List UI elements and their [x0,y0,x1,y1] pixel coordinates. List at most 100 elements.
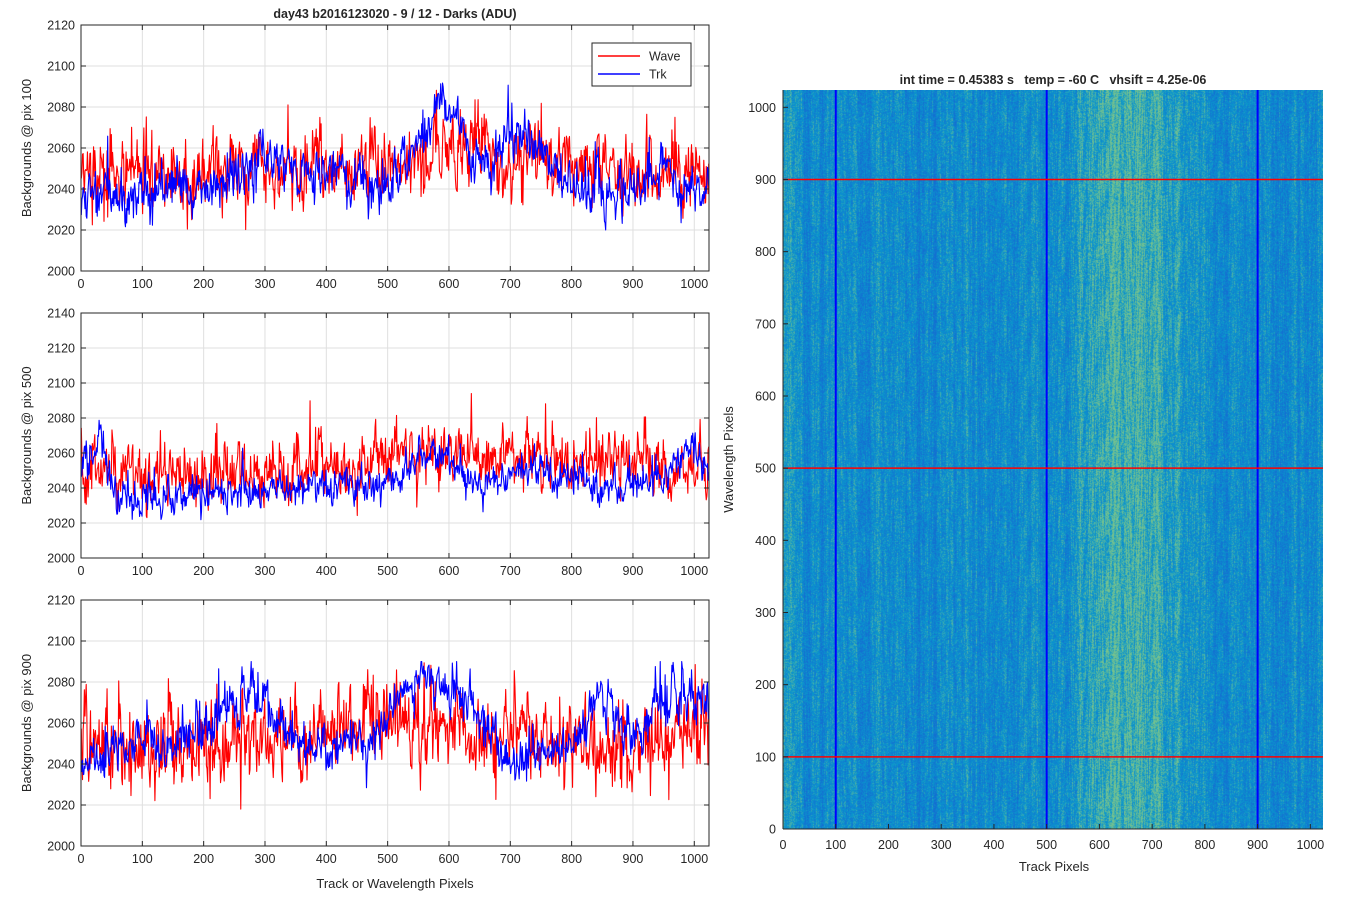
x-tick-label: 400 [316,564,337,578]
x-tick-label: 400 [316,852,337,866]
x-tick-label: 300 [931,838,952,852]
y-tick-label: 2020 [47,517,75,531]
x-tick-label: 300 [255,564,276,578]
heatmap-title: int time = 0.45383 s temp = -60 C vhsift… [900,73,1207,87]
x-tick-label: 800 [561,564,582,578]
x-tick-label: 1000 [680,852,708,866]
heatmap-image [783,90,1323,829]
y-tick-label: 2000 [47,552,75,566]
y-tick-label: 2060 [47,447,75,461]
x-tick-label: 800 [561,852,582,866]
y-tick-label: 100 [755,750,776,764]
x-tick-label: 900 [623,277,644,291]
y-tick-label: 2080 [47,676,75,690]
legend: Wave Trk [591,42,692,87]
x-tick-label: 500 [1036,838,1057,852]
x-tick-label: 0 [78,852,85,866]
axes-box [80,312,710,559]
series-line-wave [80,392,710,519]
x-tick-label: 0 [780,838,787,852]
x-tick-label: 700 [500,564,521,578]
y-tick-label: 900 [755,173,776,187]
x-tick-label: 600 [439,564,460,578]
line-panel-pix-900: 0 100 200 300 400 500 600 700 800 900 1000 2000 2020… [19,594,710,891]
y-tick-label: 200 [755,678,776,692]
y-axis-label: Backgrounds @ pix 500 [19,366,34,504]
line-panel-pix-100: 0 100 200 300 400 500 600 700 800 900 1000 2000 2020… [19,7,710,291]
x-tick-label: 700 [500,277,521,291]
y-tick-label: 2060 [47,142,75,156]
x-tick-label: 100 [132,564,153,578]
y-tick-label: 2120 [47,342,75,356]
legend-box [591,42,692,87]
x-tick-label: 1000 [680,277,708,291]
legend-label-wave: Wave [649,50,681,64]
x-tick-label: 100 [825,838,846,852]
x-tick-label: 900 [623,852,644,866]
line-panel-pix-500: 0 100 200 300 400 500 600 700 800 900 1000 2000 2020… [19,307,710,578]
y-tick-label: 2040 [47,482,75,496]
x-tick-label: 0 [78,564,85,578]
y-tick-label: 0 [769,823,776,837]
y-tick-label: 2000 [47,840,75,854]
y-tick-label: 500 [755,462,776,476]
series-line-trk [80,660,710,789]
y-tick-label: 600 [755,389,776,403]
x-tick-label: 600 [439,852,460,866]
y-tick-label: 800 [755,245,776,259]
y-tick-label: 400 [755,534,776,548]
x-tick-label: 300 [255,852,276,866]
x-tick-label: 600 [439,277,460,291]
y-tick-label: 2100 [47,377,75,391]
x-tick-label: 700 [500,852,521,866]
x-tick-label: 500 [377,277,398,291]
y-tick-label: 700 [755,317,776,331]
y-tick-label: 2040 [47,758,75,772]
y-tick-label: 2140 [47,307,75,321]
heatmap-panel: 0 100 200 300 400 500 600 700 800 900 1000 0 100 200 3… [721,73,1324,874]
x-tick-label: 700 [1142,838,1163,852]
y-tick-label: 2080 [47,412,75,426]
x-tick-label: 100 [132,277,153,291]
y-axis-label: Wavelength Pixels [721,406,736,513]
x-tick-label: 900 [1247,838,1268,852]
x-tick-label: 400 [316,277,337,291]
y-axis-label: Backgrounds @ pix 900 [19,654,34,792]
x-tick-label: 600 [1089,838,1110,852]
y-tick-label: 2040 [47,183,75,197]
y-tick-label: 300 [755,606,776,620]
x-tick-label: 200 [193,277,214,291]
y-tick-label: 2120 [47,19,75,33]
x-tick-label: 400 [984,838,1005,852]
y-tick-label: 2120 [47,594,75,608]
y-tick-label: 2020 [47,799,75,813]
y-tick-label: 2100 [47,635,75,649]
legend-label-trk: Trk [649,68,667,82]
x-tick-label: 900 [623,564,644,578]
x-tick-label: 100 [132,852,153,866]
y-tick-label: 2080 [47,101,75,115]
x-tick-label: 0 [78,277,85,291]
y-tick-label: 2000 [47,265,75,279]
y-tick-label: 2060 [47,717,75,731]
x-tick-label: 300 [255,277,276,291]
x-tick-label: 200 [193,564,214,578]
y-axis-label: Backgrounds @ pix 100 [19,79,34,217]
x-tick-label: 1000 [1296,838,1324,852]
x-tick-label: 200 [193,852,214,866]
x-tick-label: 500 [377,564,398,578]
y-tick-label: 2020 [47,224,75,238]
x-tick-label: 200 [878,838,899,852]
y-tick-label: 2100 [47,60,75,74]
x-tick-label: 800 [561,277,582,291]
y-tick-label: 1000 [748,101,776,115]
x-tick-label: 1000 [680,564,708,578]
x-tick-label: 500 [377,852,398,866]
x-tick-label: 800 [1194,838,1215,852]
x-axis-label: Track or Wavelength Pixels [316,876,474,891]
x-axis-label: Track Pixels [1019,859,1090,874]
series-line-trk [80,419,710,521]
series-line-trk [80,82,710,231]
chart-title: day43 b2016123020 - 9 / 12 - Darks (ADU) [273,7,516,21]
